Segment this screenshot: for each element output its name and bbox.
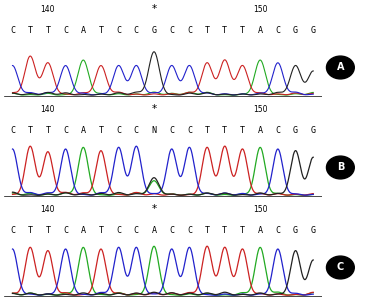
Text: C: C	[275, 126, 280, 135]
Text: C: C	[275, 26, 280, 35]
Text: T: T	[28, 126, 33, 135]
Text: C: C	[134, 126, 139, 135]
Text: T: T	[205, 26, 210, 35]
Text: T: T	[240, 26, 245, 35]
Text: C: C	[187, 226, 192, 235]
Text: C: C	[116, 126, 121, 135]
Text: A: A	[337, 62, 344, 73]
Text: T: T	[98, 26, 104, 35]
Text: T: T	[222, 226, 227, 235]
Text: C: C	[63, 126, 68, 135]
Text: A: A	[258, 26, 263, 35]
Text: C: C	[187, 126, 192, 135]
Text: A: A	[81, 226, 86, 235]
Text: C: C	[169, 126, 174, 135]
Text: N: N	[152, 126, 157, 135]
Text: T: T	[205, 126, 210, 135]
Text: G: G	[311, 126, 316, 135]
Text: A: A	[81, 126, 86, 135]
Text: G: G	[152, 26, 157, 35]
Text: *: *	[152, 104, 157, 114]
Text: A: A	[152, 226, 157, 235]
Text: 140: 140	[41, 5, 55, 14]
Text: T: T	[98, 226, 104, 235]
Text: C: C	[275, 226, 280, 235]
Text: C: C	[10, 26, 15, 35]
Text: C: C	[134, 226, 139, 235]
Text: T: T	[45, 126, 51, 135]
Text: T: T	[222, 126, 227, 135]
Text: C: C	[116, 226, 121, 235]
Text: C: C	[116, 26, 121, 35]
Text: *: *	[152, 204, 157, 214]
Text: A: A	[258, 226, 263, 235]
Text: C: C	[63, 26, 68, 35]
Text: G: G	[311, 226, 316, 235]
Text: C: C	[10, 126, 15, 135]
Text: G: G	[293, 226, 298, 235]
Text: 150: 150	[253, 5, 268, 14]
Text: C: C	[169, 226, 174, 235]
Text: C: C	[63, 226, 68, 235]
Text: C: C	[169, 26, 174, 35]
Text: 150: 150	[253, 105, 268, 114]
Text: T: T	[240, 126, 245, 135]
Text: T: T	[222, 26, 227, 35]
Text: T: T	[45, 226, 51, 235]
Text: G: G	[311, 26, 316, 35]
Text: C: C	[187, 26, 192, 35]
Text: 150: 150	[253, 205, 268, 214]
Text: T: T	[240, 226, 245, 235]
Text: *: *	[152, 4, 157, 14]
Text: 140: 140	[41, 105, 55, 114]
Text: A: A	[81, 26, 86, 35]
Text: B: B	[337, 163, 344, 172]
Text: T: T	[28, 226, 33, 235]
Text: C: C	[134, 26, 139, 35]
Text: T: T	[98, 126, 104, 135]
Text: T: T	[205, 226, 210, 235]
Text: A: A	[258, 126, 263, 135]
Text: C: C	[337, 262, 344, 272]
Text: T: T	[28, 26, 33, 35]
Text: T: T	[45, 26, 51, 35]
Text: G: G	[293, 26, 298, 35]
Text: C: C	[10, 226, 15, 235]
Text: 140: 140	[41, 205, 55, 214]
Text: G: G	[293, 126, 298, 135]
